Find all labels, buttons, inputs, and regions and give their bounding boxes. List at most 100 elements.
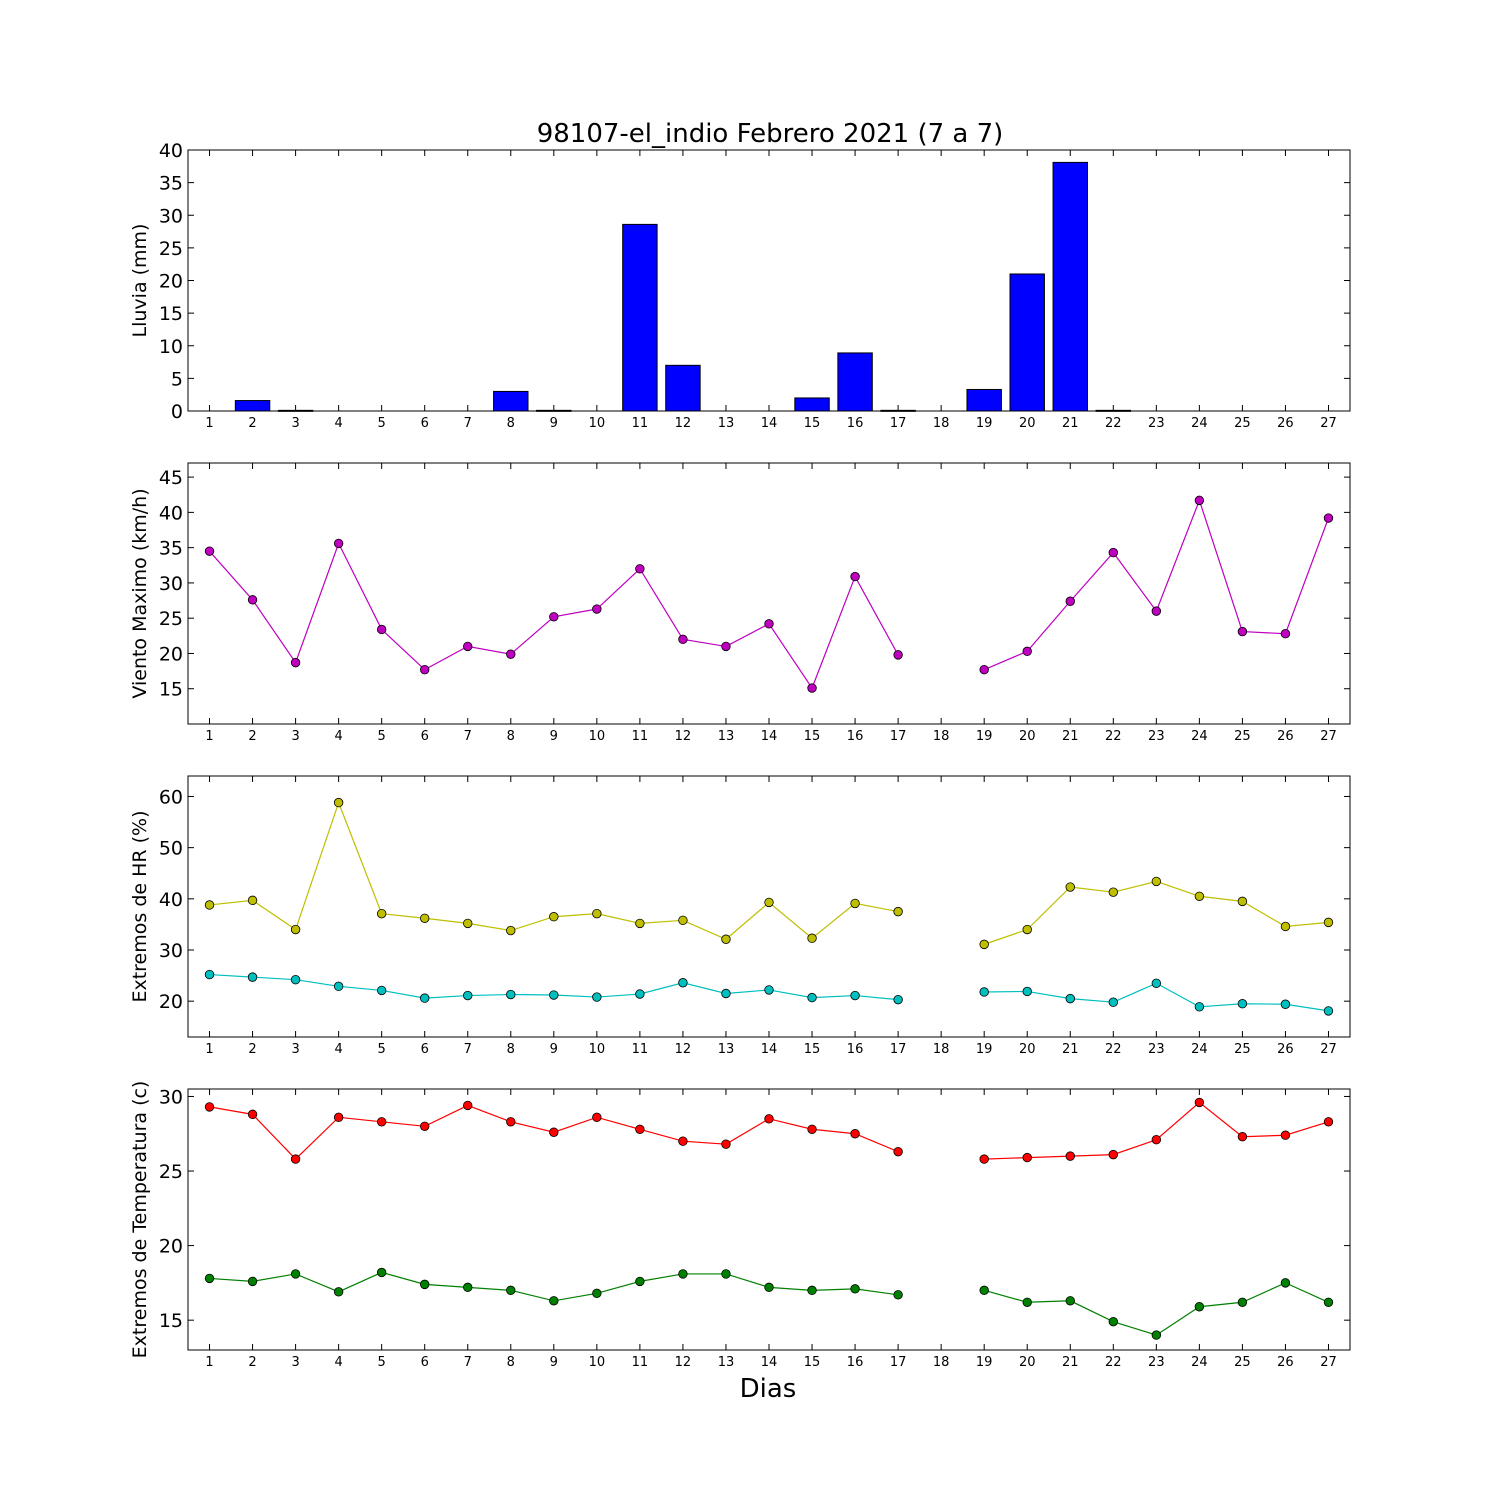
temperature-xtick-label: 18 [933,1355,950,1370]
humidity-data-point [1194,891,1205,901]
temperature-data-point [635,1276,645,1287]
x-axis-title: Dias [740,1374,797,1404]
wind-ytick-label: 15 [159,679,183,701]
temperature-data-point [549,1296,559,1306]
rainfall-xtick-label: 17 [890,416,907,431]
rainfall-ytick-label: 5 [171,368,183,390]
rainfall-xtick-label: 3 [291,416,299,431]
temperature-xtick-label: 15 [804,1355,821,1370]
humidity-xtick-label: 17 [890,1042,907,1057]
temperature-xtick-label: 14 [761,1355,778,1370]
temperature-series-line [984,1282,1329,1336]
temperature-data-point [333,1112,344,1123]
rainfall-bar [622,223,658,412]
wind-ytick-label: 20 [159,643,183,665]
humidity-xtick-label: 20 [1019,1042,1036,1057]
temperature-xtick-label: 26 [1277,1355,1294,1370]
rainfall-xtick-label: 19 [976,416,993,431]
humidity-xtick-label: 15 [804,1042,821,1057]
rainfall-ytick-label: 0 [171,401,183,423]
rainfall-plot-frame [187,149,1351,412]
humidity-data-point [420,993,430,1003]
humidity-data-point [635,918,645,929]
rainfall-bar [536,409,572,412]
rainfall-xtick-label: 18 [933,416,950,431]
humidity-data-point [764,985,774,995]
wind-data-point [204,546,215,556]
humidity-data-point [333,981,344,992]
temperature-data-point [592,1288,602,1299]
humidity-data-point [807,992,817,1003]
rainfall-ytick-label: 10 [159,336,183,358]
wind-ytick-label: 25 [159,608,183,630]
temperature-xtick-label: 2 [248,1355,256,1370]
rainfall-bar [966,388,1002,412]
humidity-xtick-label: 1 [205,1042,213,1057]
temperature-data-point [1108,1316,1118,1327]
rainfall-xtick-label: 12 [675,416,692,431]
rainfall-ytick-label: 25 [159,238,183,260]
wind-data-point [1194,495,1205,506]
rainfall-bar [234,400,271,412]
rainfall-xtick-label: 5 [378,416,386,431]
wind-xtick-label: 8 [507,729,515,744]
wind-data-point [247,595,258,605]
rainfall-xtick-label: 26 [1277,416,1294,431]
temperature-data-point [463,1100,473,1111]
temperature-data-point [247,1276,258,1287]
wind-xtick-label: 17 [890,729,907,744]
temperature-data-point [1022,1297,1032,1307]
rainfall-xtick-label: 10 [589,416,606,431]
wind-ytick-label: 45 [159,467,183,489]
wind-data-point [893,650,903,660]
temperature-xtick-label: 10 [589,1355,606,1370]
wind-y-axis-title: Viento Maximo (km/h) [129,488,151,698]
wind-data-point [807,683,817,693]
temperature-data-point [247,1109,258,1120]
temperature-xtick-label: 3 [291,1355,299,1370]
temperature-data-point [1280,1130,1291,1140]
humidity-xtick-label: 22 [1105,1042,1122,1057]
humidity-ytick-label: 30 [159,940,183,962]
humidity-data-point [290,924,301,935]
humidity-data-point [1280,921,1291,932]
temperature-data-point [204,1102,215,1112]
temperature-data-point [1151,1330,1162,1340]
wind-xtick-label: 11 [632,729,649,744]
rainfall-xtick-label: 27 [1320,416,1337,431]
rainfall-xtick-label: 24 [1191,416,1208,431]
humidity-data-point [463,918,473,929]
wind-data-point [1237,626,1248,637]
humidity-data-point [850,898,860,909]
humidity-series-line [983,880,1329,945]
temperature-xtick-label: 27 [1320,1355,1337,1370]
rainfall-xtick-label: 13 [718,416,735,431]
temperature-xtick-label: 13 [718,1355,735,1370]
temperature-xtick-label: 5 [378,1355,386,1370]
humidity-data-point [1237,896,1248,907]
temperature-xtick-label: 7 [464,1355,472,1370]
humidity-xtick-label: 8 [507,1042,515,1057]
wind-xtick-label: 27 [1320,729,1337,744]
temperature-xtick-label: 17 [890,1355,907,1370]
humidity-data-point [850,990,860,1001]
humidity-xtick-label: 13 [718,1042,735,1057]
wind-data-point [635,564,645,574]
humidity-data-point [506,925,516,936]
temperature-data-point [1065,1151,1075,1161]
humidity-ytick-label: 20 [159,991,183,1013]
wind-data-point [1151,606,1162,616]
temperature-xtick-label: 21 [1062,1355,1079,1370]
wind-data-point [592,604,602,614]
temperature-xtick-label: 19 [976,1355,993,1370]
humidity-data-point [204,900,215,910]
humidity-data-point [1151,978,1162,988]
humidity-xtick-label: 11 [632,1042,649,1057]
humidity-data-point [376,908,387,919]
humidity-xtick-label: 23 [1148,1042,1165,1057]
rainfall-bar [277,409,314,412]
wind-data-point [1022,646,1032,657]
wind-xtick-label: 24 [1191,729,1208,744]
